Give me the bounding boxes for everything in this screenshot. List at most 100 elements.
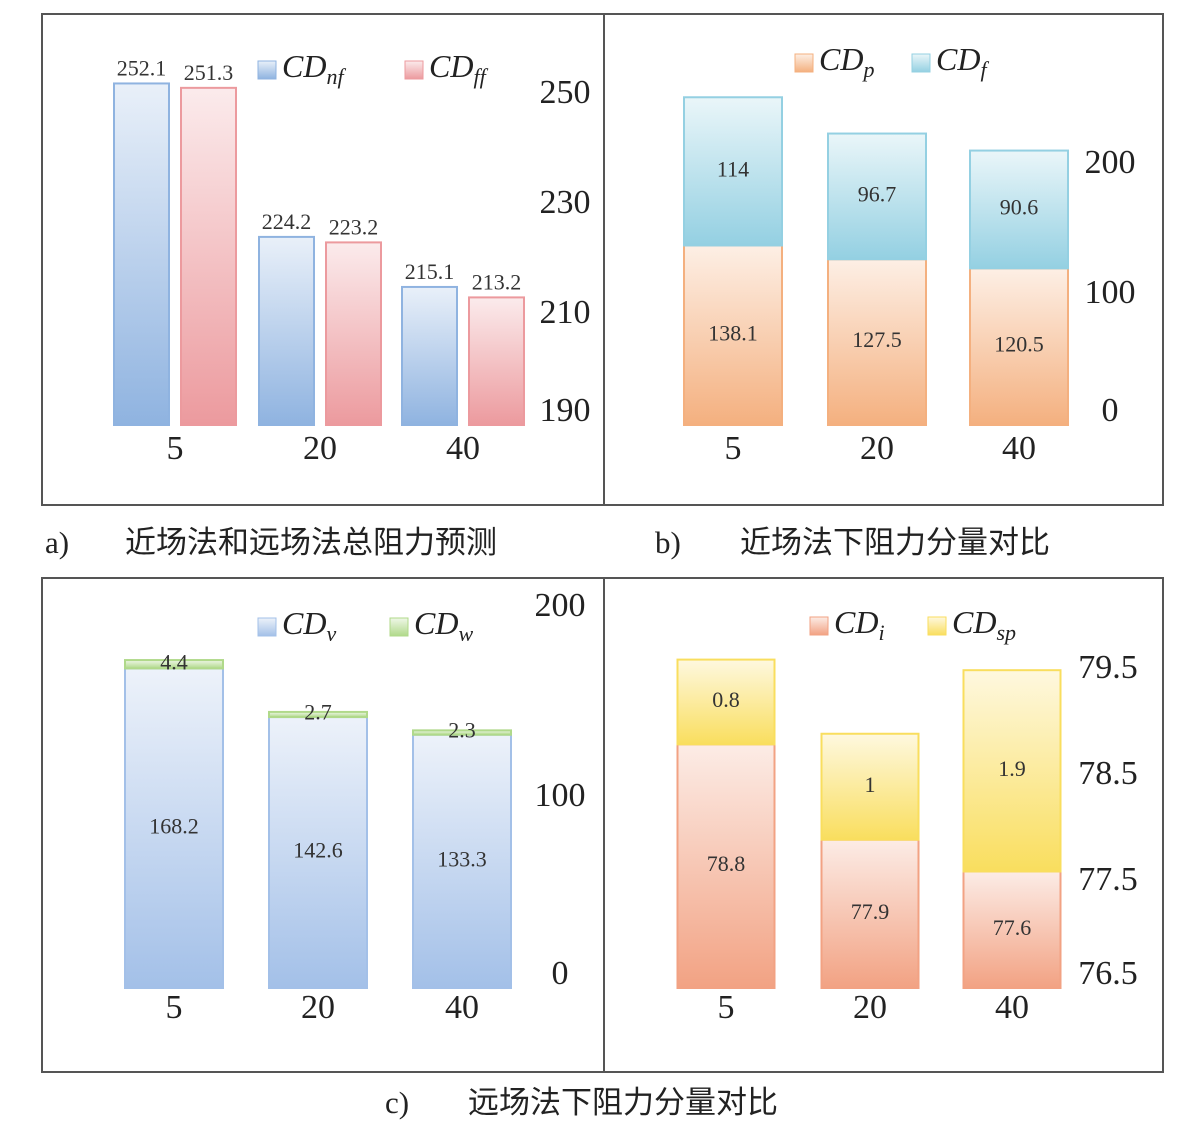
caption: 远场法下阻力分量对比: [468, 1085, 778, 1120]
bar: [325, 241, 382, 426]
legend-name: CD: [936, 41, 980, 77]
data-label: 142.6: [293, 838, 343, 863]
legend-entry: CDw: [414, 605, 473, 646]
y-tick-label: 0: [1102, 392, 1119, 429]
legend-subscript: f: [980, 57, 989, 82]
x-tick-label: 5: [725, 430, 742, 467]
legend-name: CD: [414, 605, 458, 641]
data-label: 2.3: [448, 718, 476, 743]
legend-subscript: nf: [326, 64, 346, 89]
data-label: 213.2: [472, 269, 522, 294]
legend-swatch: [257, 60, 277, 80]
bar: [113, 82, 170, 426]
caption: 近场法和远场法总阻力预测: [125, 525, 497, 560]
bar-segment: [827, 258, 927, 426]
y-tick-label: 79.5: [1078, 649, 1138, 686]
legend-subscript: p: [861, 57, 874, 82]
caption-label: c): [385, 1085, 409, 1120]
data-label: 78.8: [707, 851, 746, 876]
bar-segment: [683, 244, 783, 426]
x-tick-label: 5: [167, 430, 184, 467]
legend-swatch: [257, 617, 277, 637]
legend-subscript: i: [878, 620, 884, 645]
data-label: 2.7: [304, 700, 332, 725]
data-label: 120.5: [994, 332, 1044, 357]
bar-segment: [827, 132, 927, 261]
data-label: 4.4: [160, 649, 188, 674]
data-label: 223.2: [329, 214, 379, 239]
legend-name: CD: [819, 41, 863, 77]
legend-swatch: [794, 53, 814, 73]
y-tick-label: 100: [535, 777, 586, 814]
data-label: 168.2: [149, 813, 199, 838]
legend-name: CD: [834, 604, 878, 640]
legend-swatch: [389, 617, 409, 637]
bar-segment: [676, 658, 776, 746]
panel-frame: [603, 577, 1164, 1073]
legend-name: CD: [282, 48, 326, 84]
legend-entry: CDv: [282, 605, 336, 646]
bar: [258, 235, 315, 426]
legend-subscript: sp: [996, 620, 1016, 645]
legend-name: CD: [282, 605, 326, 641]
data-label: 90.6: [1000, 195, 1039, 220]
bar-segment: [268, 716, 368, 989]
bar-segment: [820, 732, 920, 841]
bar: [180, 86, 237, 426]
data-label: 252.1: [117, 55, 167, 80]
x-tick-label: 40: [446, 430, 480, 467]
legend-swatch: [404, 60, 424, 80]
bar-segment: [820, 838, 920, 989]
legend-name: CD: [429, 48, 473, 84]
x-tick-label: 5: [718, 989, 735, 1026]
data-label: 138.1: [708, 320, 758, 345]
legend-entry: CDff: [429, 48, 489, 89]
y-tick-label: 210: [540, 294, 591, 331]
x-tick-label: 40: [995, 989, 1029, 1026]
legend-name: CD: [952, 604, 996, 640]
bar-segment: [962, 870, 1062, 989]
data-label: 77.9: [851, 899, 890, 924]
bar-segment: [683, 96, 783, 247]
x-tick-label: 5: [166, 989, 183, 1026]
y-tick-label: 230: [540, 184, 591, 221]
x-tick-label: 20: [303, 430, 337, 467]
x-tick-label: 20: [853, 989, 887, 1026]
bar-segment: [412, 733, 512, 989]
legend-subscript: ff: [473, 64, 488, 89]
y-tick-label: 200: [535, 587, 586, 624]
y-tick-label: 76.5: [1078, 955, 1138, 992]
data-label: 0.8: [712, 687, 740, 712]
bar-segment: [268, 710, 368, 719]
legend-entry: CDnf: [282, 48, 346, 89]
data-label: 133.3: [437, 846, 487, 871]
legend-swatch: [809, 616, 829, 636]
data-label: 1: [865, 772, 876, 797]
y-tick-label: 78.5: [1078, 755, 1138, 792]
x-tick-label: 40: [1002, 430, 1036, 467]
legend-subscript: w: [458, 621, 473, 646]
caption-label: b): [655, 525, 681, 560]
y-tick-label: 100: [1085, 274, 1136, 311]
legend-swatch: [927, 616, 947, 636]
bar: [401, 285, 458, 427]
bar-segment: [124, 667, 224, 989]
x-tick-label: 40: [445, 989, 479, 1026]
data-label: 224.2: [262, 209, 312, 234]
data-label: 127.5: [852, 327, 902, 352]
data-label: 1.9: [998, 756, 1026, 781]
x-tick-label: 20: [860, 430, 894, 467]
legend-entry: CDsp: [952, 604, 1016, 645]
bar-segment: [124, 659, 224, 670]
y-tick-label: 77.5: [1078, 861, 1138, 898]
data-label: 114: [717, 156, 749, 181]
y-tick-label: 200: [1085, 144, 1136, 181]
data-label: 251.3: [184, 60, 234, 85]
data-label: 96.7: [858, 181, 897, 206]
panel-frame: [603, 13, 1164, 506]
bar-segment: [412, 729, 512, 736]
legend-subscript: v: [326, 621, 336, 646]
caption: 近场法下阻力分量对比: [740, 525, 1050, 560]
bar: [468, 296, 525, 426]
